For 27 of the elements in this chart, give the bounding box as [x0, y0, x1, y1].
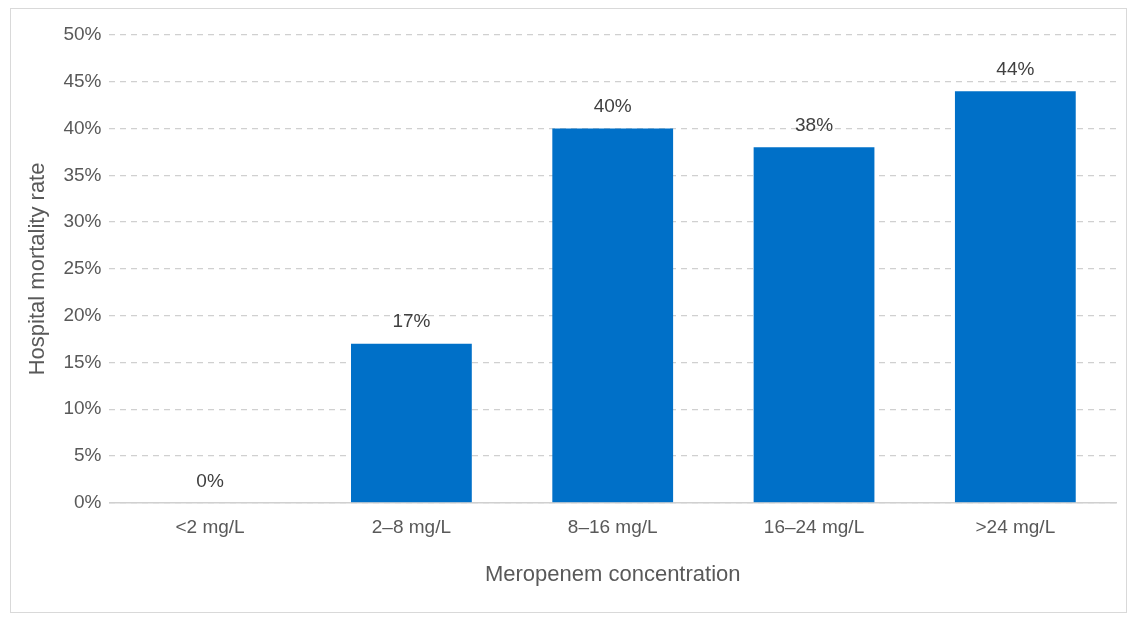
x-tick-label: 2–8 mg/L	[371, 516, 452, 538]
y-tick-label: 40%	[63, 116, 102, 138]
data-label: 17%	[392, 310, 431, 332]
bar	[351, 343, 472, 503]
x-tick-label: <2 mg/L	[175, 516, 245, 538]
x-tick-label: 8–16 mg/L	[567, 516, 658, 538]
data-label: 40%	[593, 95, 632, 117]
bar	[552, 128, 674, 503]
y-tick-label: 30%	[63, 210, 102, 232]
y-tick-label: 0%	[73, 491, 102, 513]
bar	[753, 147, 875, 503]
y-tick-label: 35%	[63, 163, 102, 185]
y-tick-label: 10%	[63, 397, 102, 419]
data-label: 38%	[795, 114, 834, 136]
data-label: 44%	[996, 57, 1035, 79]
y-tick-label: 20%	[63, 303, 102, 325]
bar	[954, 91, 1076, 503]
y-tick-label: 50%	[63, 23, 102, 45]
y-tick-label: 5%	[73, 444, 102, 466]
y-tick-label: 45%	[63, 70, 102, 92]
x-axis-title: Meropenem concentration	[484, 560, 741, 586]
y-tick-label: 25%	[63, 257, 102, 279]
y-tick-label: 15%	[63, 350, 102, 372]
x-tick-label: >24 mg/L	[975, 516, 1056, 538]
x-tick-label: 16–24 mg/L	[763, 516, 865, 538]
y-axis-title: Hospital mortality rate	[24, 162, 50, 376]
data-label: 0%	[196, 469, 224, 491]
